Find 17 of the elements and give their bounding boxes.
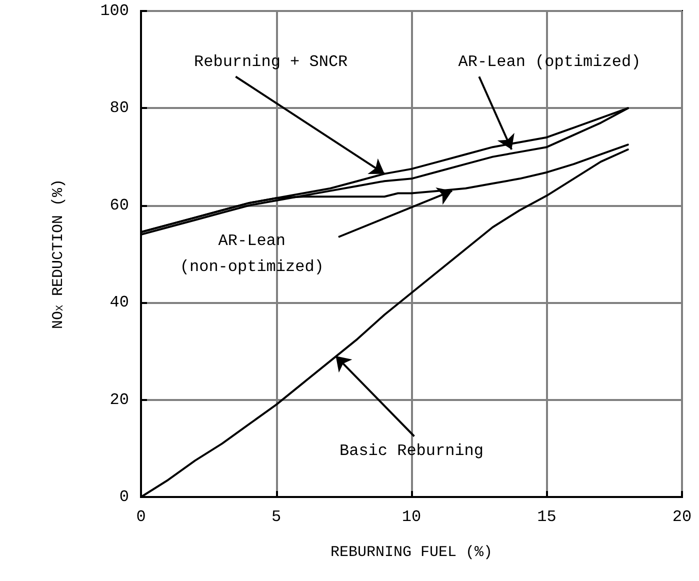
annotation: AR-Lean (optimized) bbox=[458, 53, 641, 72]
y-tick-label: 60 bbox=[110, 196, 129, 214]
x-tick-label: 10 bbox=[402, 508, 422, 526]
annotation: Basic Reburning bbox=[339, 442, 484, 460]
x-axis-title: REBURNING FUEL (%) bbox=[330, 544, 493, 561]
annotation: AR-Lean (non-optimized) bbox=[180, 232, 324, 276]
x-tick-label: 5 bbox=[271, 508, 282, 526]
y-tick-label: 80 bbox=[110, 99, 129, 118]
y-axis-title: NOX REDUCTION (%) bbox=[50, 178, 67, 330]
x-tick-label: 15 bbox=[537, 508, 556, 526]
y-tick-label: 40 bbox=[110, 294, 129, 312]
y-tick-label: 100 bbox=[100, 2, 129, 20]
y-tick-label: 0 bbox=[119, 488, 129, 506]
x-tick-label: 0 bbox=[136, 508, 146, 526]
x-tick-label: 20 bbox=[672, 508, 692, 526]
y-tick-label: 20 bbox=[110, 390, 129, 409]
annotation: Reburning + SNCR bbox=[194, 53, 348, 72]
